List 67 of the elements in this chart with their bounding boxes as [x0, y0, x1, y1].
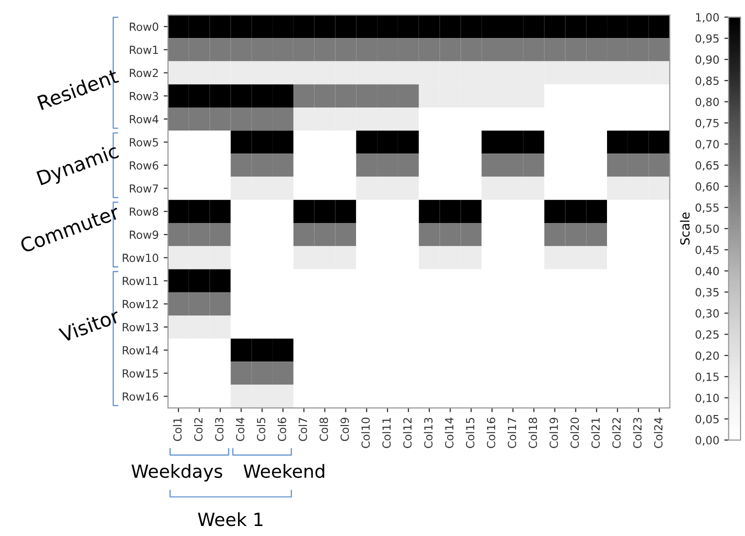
text: Week 1 — [198, 512, 262, 526]
x-tick-label: Col13 — [424, 418, 433, 448]
x-tick-label: Col10 — [361, 418, 370, 448]
color-bar-label: 0,50 — [696, 224, 719, 234]
x-tick-label: Col8 — [319, 418, 328, 442]
x-tick-label: Col9 — [340, 418, 349, 442]
color-bar-label: 0,40 — [696, 266, 719, 276]
x-tick-label: Col17 — [508, 418, 516, 448]
color-bar-label: 0,00 — [696, 436, 719, 446]
x-tick-label: Col7 — [298, 418, 308, 442]
y-tick-label: Row3 — [130, 92, 158, 100]
y-tick-label: Row7 — [130, 184, 158, 193]
y-tick-label: Row9 — [130, 230, 158, 239]
color-bar-title: Scale — [680, 212, 690, 245]
y-tick-label: Row10 — [122, 254, 158, 262]
y-tick-label: Row14 — [122, 346, 158, 354]
x-tick-label: Col24 — [654, 418, 663, 448]
x-tick-label: Col16 — [486, 418, 496, 448]
color-bar-label: 0,95 — [696, 34, 719, 44]
y-tick-label: Row0 — [130, 22, 158, 31]
y-tick-label: Row12 — [122, 300, 158, 308]
x-tick-label: Col20 — [570, 418, 579, 448]
x-tick-label: Col14 — [444, 418, 454, 448]
x-tick-label: Col23 — [633, 418, 642, 448]
y-tick-label: Row1 — [130, 46, 158, 54]
x-tick-label: Col5 — [256, 418, 266, 442]
text: Visitor — [58, 308, 121, 343]
color-bar-label: 0,90 — [696, 55, 719, 65]
y-tick-label: Row6 — [130, 161, 158, 170]
color-bar-label: 0,55 — [696, 203, 719, 213]
x-tick-label: Col3 — [214, 418, 224, 442]
x-tick-label: Col1 — [173, 418, 182, 442]
color-bar-label: 1,00 — [696, 13, 719, 23]
color-bar-label: 0,05 — [696, 414, 719, 424]
color-bar-label: 0,85 — [696, 76, 719, 86]
color-bar-label: 0,30 — [696, 309, 719, 319]
x-tick-label: Col18 — [528, 418, 538, 448]
y-tick-label: Row15 — [122, 369, 158, 378]
x-tick-label: Col15 — [466, 418, 474, 448]
y-tick-label: Row13 — [122, 322, 158, 332]
x-tick-label: Col4 — [236, 418, 244, 442]
x-tick-label: Col22 — [612, 418, 621, 448]
color-bar-label: 0,10 — [696, 394, 719, 404]
x-tick-label: Col21 — [591, 418, 600, 448]
x-tick-label: Col2 — [194, 418, 203, 442]
color-bar-label: 0,65 — [696, 161, 719, 171]
x-tick-label: Col11 — [382, 418, 391, 448]
color-bar-label: 0,70 — [696, 140, 719, 150]
text: Weekdays — [132, 464, 222, 482]
color-bar-label: 0,80 — [696, 98, 719, 108]
x-tick-label: Col19 — [549, 418, 558, 448]
y-tick-label: Row4 — [130, 115, 158, 124]
color-bar-label: 0,20 — [696, 351, 719, 361]
x-tick-label: Col12 — [403, 418, 412, 448]
text: Weekend — [244, 464, 324, 478]
color-bar-label: 0,75 — [696, 118, 719, 128]
color-bar-label: 0,45 — [696, 246, 719, 256]
x-tick-label: Col6 — [278, 418, 286, 442]
y-tick-label: Row5 — [130, 138, 158, 146]
color-bar-label: 0,60 — [696, 182, 719, 192]
y-tick-label: Row8 — [130, 207, 158, 216]
y-tick-label: Row11 — [122, 276, 158, 286]
color-bar-label: 0,35 — [696, 288, 719, 298]
color-bar-label: 0,15 — [696, 372, 719, 382]
color-bar-label: 0,25 — [696, 330, 719, 340]
y-tick-label: Row2 — [130, 68, 158, 78]
y-tick-label: Row16 — [122, 392, 158, 401]
